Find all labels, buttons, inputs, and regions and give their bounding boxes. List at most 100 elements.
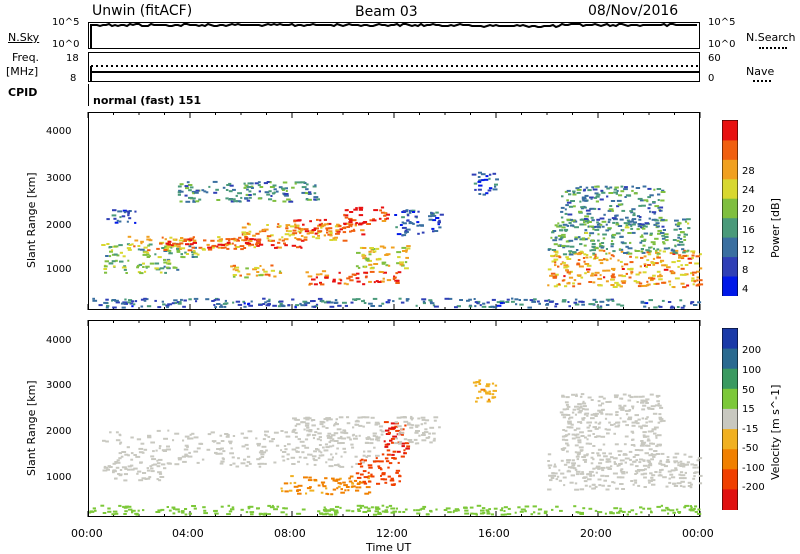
heat-cell-0-6 (163, 258, 166, 261)
heat-cell-0-14 (672, 286, 676, 289)
heat-cell-0-16 (594, 192, 599, 195)
heat-cell-0-0 (180, 253, 183, 256)
heat-cell-0-16 (633, 192, 638, 195)
heat-cell-1-8 (612, 457, 618, 460)
heat-cell-0-16 (566, 189, 571, 192)
heat-cell-0-16 (630, 225, 633, 228)
heat-cell-1-4 (371, 475, 375, 478)
heat-cell-1-1 (332, 438, 335, 441)
heat-cell-0-17 (183, 299, 187, 302)
heat-cell-1-0 (237, 457, 240, 460)
heat-cell-0-8 (268, 273, 271, 276)
heat-cell-0-1 (127, 248, 132, 251)
heat-cell-1-8 (588, 485, 592, 488)
heat-cell-0-14 (699, 267, 703, 270)
heat-cell-0-2 (270, 244, 275, 247)
heat-cell-0-11 (191, 190, 196, 193)
heat-cell-1-4 (363, 459, 367, 462)
heat-cell-1-10 (538, 508, 543, 511)
heat-cell-1-0 (304, 446, 310, 449)
heat-cell-0-9 (386, 279, 392, 282)
heat-cell-0-1 (250, 243, 255, 246)
heat-cell-1-0 (102, 439, 106, 442)
heat-cell-1-9 (659, 444, 662, 447)
heat-cell-0-17 (121, 306, 126, 309)
heat-cell-1-8 (658, 462, 661, 465)
heat-cell-1-2 (118, 473, 123, 476)
heat-cell-1-9 (564, 429, 568, 432)
heat-cell-1-6 (406, 423, 412, 426)
heat-cell-0-14 (599, 274, 602, 277)
heat-cell-1-10 (284, 507, 288, 510)
heat-cell-1-9 (645, 444, 648, 447)
heat-cell-0-0 (196, 253, 200, 256)
heat-cell-0-2 (244, 242, 250, 244)
heat-cell-1-3 (297, 484, 303, 487)
heat-cell-1-0 (219, 434, 223, 437)
heat-cell-0-14 (558, 256, 562, 259)
heat-cell-1-8 (621, 488, 625, 490)
heat-cell-1-0 (167, 429, 170, 432)
heat-cell-1-6 (394, 421, 398, 424)
heat-cell-0-11 (250, 187, 254, 189)
heat-cell-0-8 (230, 265, 234, 268)
heat-cell-0-16 (657, 193, 661, 196)
heat-cell-1-1 (304, 424, 310, 427)
heat-cell-0-14 (686, 254, 689, 257)
heat-cell-0-17 (581, 303, 585, 306)
heat-cell-0-7 (112, 209, 117, 212)
heat-cell-0-14 (598, 259, 604, 262)
heat-cell-0-11 (192, 199, 195, 202)
heat-cell-0-14 (617, 259, 620, 262)
heat-cell-0-9 (321, 270, 327, 273)
heat-cell-0-17 (690, 302, 693, 305)
heat-cell-0-15 (639, 235, 644, 238)
heat-cell-0-17 (501, 301, 505, 304)
heat-cell-0-6 (166, 266, 170, 269)
heat-cell-1-10 (420, 507, 426, 510)
heat-cell-0-9 (307, 275, 313, 278)
heat-cell-0-5 (344, 209, 349, 212)
heat-cell-0-16 (637, 197, 643, 200)
heat-cell-0-12 (404, 229, 408, 232)
heat-cell-1-0 (219, 452, 223, 455)
heat-cell-1-0 (340, 442, 345, 444)
heat-cell-1-1 (294, 435, 298, 438)
heat-cell-0-6 (142, 266, 145, 268)
heat-cell-0-14 (657, 275, 662, 278)
heat-cell-0-14 (573, 252, 578, 255)
heat-cell-0-14 (644, 265, 647, 267)
heat-cell-0-15 (641, 234, 644, 237)
heat-cell-0-13 (488, 173, 492, 176)
heat-cell-0-15 (626, 251, 630, 254)
heat-cell-0-9 (377, 281, 382, 283)
heat-cell-0-17 (122, 301, 127, 304)
heat-cell-1-8 (696, 466, 699, 469)
heat-cell-1-4 (376, 482, 381, 485)
heat-cell-1-8 (674, 467, 678, 470)
heat-cell-1-10 (635, 513, 638, 516)
heat-cell-1-9 (658, 418, 664, 421)
heat-cell-0-17 (554, 305, 558, 308)
heat-cell-1-8 (551, 472, 555, 475)
heat-cell-0-17 (143, 297, 147, 300)
heat-cell-0-1 (169, 236, 173, 239)
heat-cell-1-8 (593, 483, 596, 486)
heat-cell-0-14 (572, 285, 576, 288)
heat-cell-0-3 (249, 240, 253, 242)
heat-cell-0-16 (610, 200, 616, 202)
heat-cell-0-4 (304, 230, 310, 233)
heat-cell-0-11 (228, 182, 232, 185)
heat-cell-1-10 (137, 509, 140, 512)
heat-cell-0-14 (612, 255, 615, 258)
heat-cell-0-9 (319, 273, 323, 276)
heat-cell-0-3 (256, 239, 262, 242)
heat-cell-1-8 (590, 462, 594, 465)
heat-cell-1-10 (333, 509, 338, 512)
heat-cell-1-4 (370, 473, 373, 476)
x-axis-label: Time UT (366, 541, 412, 554)
heat-cell-1-10 (329, 508, 335, 511)
heat-cell-0-5 (353, 208, 358, 211)
heat-cell-0-14 (572, 282, 575, 285)
heat-cell-1-9 (565, 396, 570, 399)
